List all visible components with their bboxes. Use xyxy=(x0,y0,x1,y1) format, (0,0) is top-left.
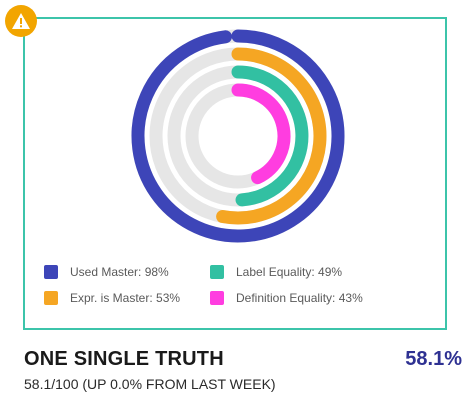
series-arc-2[interactable] xyxy=(231,65,309,207)
legend-label: Definition Equality: 43% xyxy=(236,291,363,305)
legend-swatch xyxy=(210,265,224,279)
legend-item-used-master: Used Master: 98% xyxy=(44,265,169,279)
legend-swatch xyxy=(44,265,58,279)
legend-swatch xyxy=(210,291,224,305)
legend-label: Used Master: 98% xyxy=(70,265,169,279)
card-title: ONE SINGLE TRUTH xyxy=(24,348,224,370)
warning-triangle-icon xyxy=(12,13,30,29)
series-arc-0[interactable] xyxy=(131,29,345,243)
warning-badge[interactable] xyxy=(5,5,37,37)
series-arc-3[interactable] xyxy=(231,83,291,185)
legend-item-expr-is-master: Expr. is Master: 53% xyxy=(44,291,180,305)
legend-label: Expr. is Master: 53% xyxy=(70,291,181,305)
score-value: 58.1% xyxy=(405,348,462,370)
legend-label: Label Equality: 49% xyxy=(236,265,343,279)
score-subtitle: 58.1/100 (UP 0.0% FROM LAST WEEK) xyxy=(24,376,276,392)
legend-item-label-equality: Label Equality: 49% xyxy=(210,265,342,279)
legend-swatch xyxy=(44,291,58,305)
series-arc-1[interactable] xyxy=(216,47,327,225)
radial-bar-chart xyxy=(131,29,345,243)
legend-item-definition-equality: Definition Equality: 43% xyxy=(210,291,363,305)
